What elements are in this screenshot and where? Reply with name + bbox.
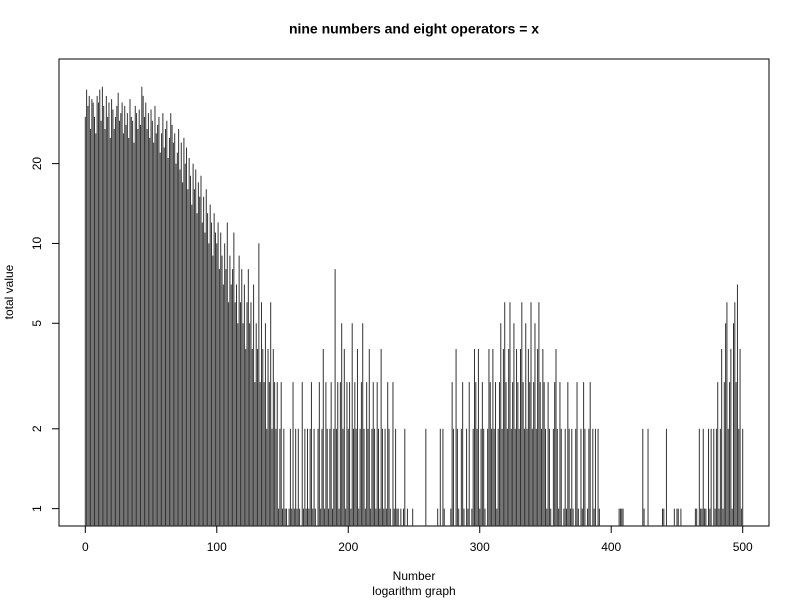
y-tick-label: 20 <box>30 157 44 171</box>
x-tick-label: 0 <box>82 540 89 554</box>
plot-frame <box>58 58 770 527</box>
x-tick-label: 300 <box>470 540 490 554</box>
x-tick-label: 400 <box>601 540 621 554</box>
x-axis-label: Number <box>393 569 436 583</box>
x-tick-label: 200 <box>338 540 358 554</box>
y-tick-label: 1 <box>30 505 44 512</box>
y-tick-label: 10 <box>30 236 44 250</box>
x-tick-label: 100 <box>207 540 227 554</box>
y-tick-label: 2 <box>30 425 44 432</box>
x-tick-label: 500 <box>733 540 753 554</box>
chart-title: nine numbers and eight operators = x <box>289 21 539 37</box>
subtitle: logarithm graph <box>372 584 455 598</box>
y-tick-label: 5 <box>30 320 44 327</box>
y-axis-label: total value <box>2 264 16 319</box>
